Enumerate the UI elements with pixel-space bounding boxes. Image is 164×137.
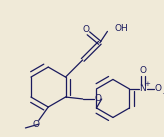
Text: +: +	[144, 81, 150, 87]
Text: O: O	[82, 25, 89, 34]
Text: O: O	[94, 94, 101, 103]
Text: O: O	[139, 66, 146, 75]
Text: OH: OH	[114, 24, 128, 33]
Text: -: -	[162, 89, 164, 98]
Text: N: N	[139, 84, 146, 93]
Text: O: O	[154, 84, 162, 93]
Text: O: O	[32, 120, 39, 129]
